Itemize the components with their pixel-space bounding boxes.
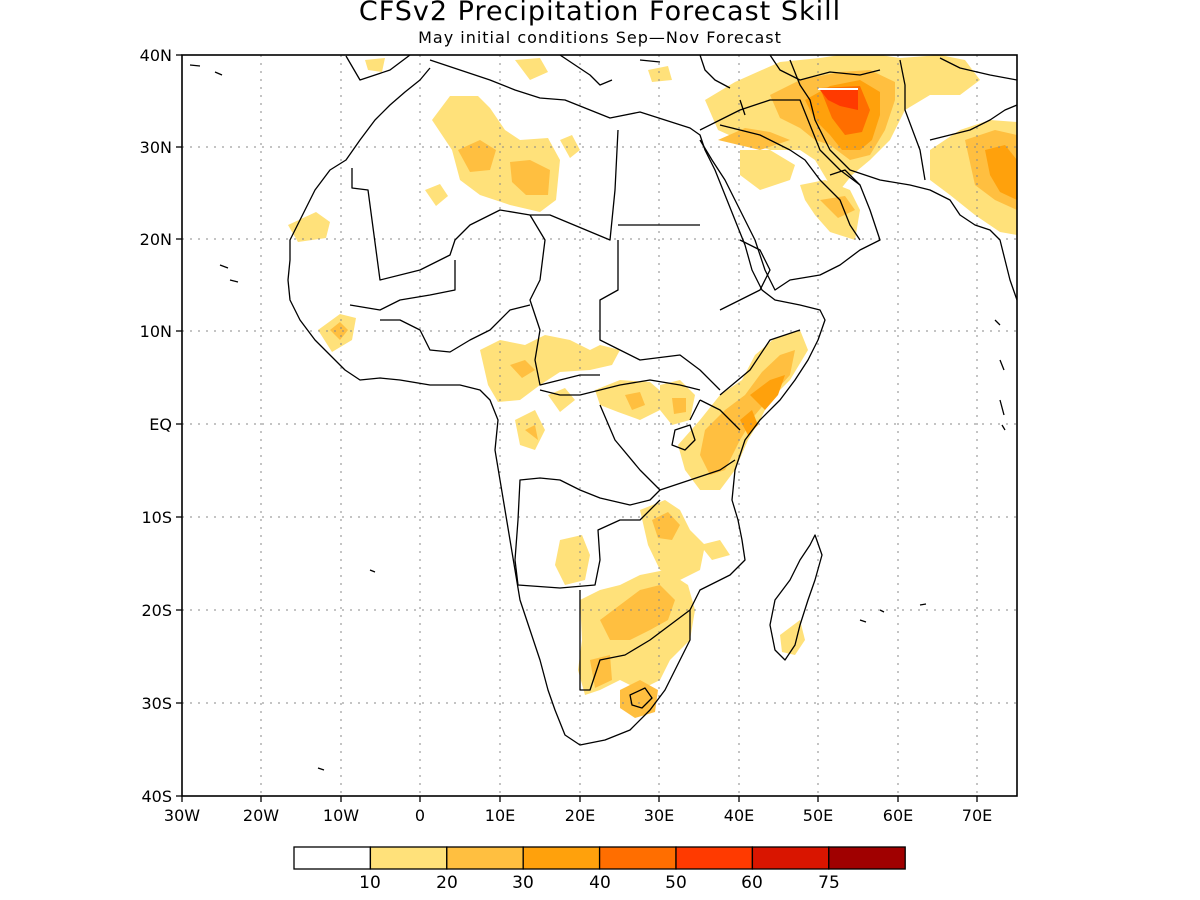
lon-label: 10E — [485, 806, 515, 825]
colorbar-label: 20 — [436, 873, 458, 893]
colorbar-label: 60 — [741, 873, 763, 893]
lat-label: 20N — [140, 230, 172, 249]
lat-label: 40S — [141, 787, 172, 806]
lon-label: 40E — [724, 806, 754, 825]
plot-frame — [181, 54, 1018, 797]
colorbar-swatch — [675, 846, 754, 870]
colorbar-label: 75 — [818, 873, 840, 893]
colorbar-swatch — [293, 846, 372, 870]
lon-label: 20E — [565, 806, 595, 825]
lat-label: 30S — [141, 694, 172, 713]
colorbar-label: 40 — [589, 873, 611, 893]
colorbar-swatch — [369, 846, 448, 870]
chart-subtitle: May initial conditions Sep—Nov Forecast — [418, 28, 782, 47]
lat-label: 20S — [141, 601, 172, 620]
lon-label: 30E — [644, 806, 674, 825]
axis-ticks — [176, 54, 978, 802]
colorbar-label: 10 — [359, 873, 381, 893]
lon-label: 10W — [323, 806, 359, 825]
colorbar-swatch — [522, 846, 601, 870]
lon-label: 20W — [243, 806, 279, 825]
lon-label: 30W — [164, 806, 200, 825]
lon-label: 60E — [883, 806, 913, 825]
lat-label: 10N — [140, 322, 172, 341]
skill-shading — [288, 55, 1017, 718]
colorbar-swatch — [751, 846, 830, 870]
coastlines — [189, 55, 1017, 771]
longitude-labels: 30W 20W 10W 0 10E 20E 30E 40E 50E 60E 70… — [164, 806, 992, 825]
lon-label: 50E — [803, 806, 833, 825]
lat-label: EQ — [149, 415, 172, 434]
lat-label: 30N — [140, 138, 172, 157]
lon-label: 70E — [962, 806, 992, 825]
lon-label: 0 — [415, 806, 425, 825]
colorbar-swatch — [598, 846, 677, 870]
colorbar-label: 30 — [512, 873, 534, 893]
colorbar-swatch — [828, 846, 906, 870]
colorbar-label: 50 — [665, 873, 687, 893]
colorbar: 10 20 30 40 50 60 75 — [293, 846, 906, 893]
colorbar-swatch — [446, 846, 524, 870]
latitude-labels: 40N 30N 20N 10N EQ 10S 20S 30S 40S — [140, 46, 172, 806]
chart-title: CFSv2 Precipitation Forecast Skill — [358, 0, 842, 27]
lat-label: 10S — [141, 508, 172, 527]
lat-label: 40N — [140, 46, 172, 65]
